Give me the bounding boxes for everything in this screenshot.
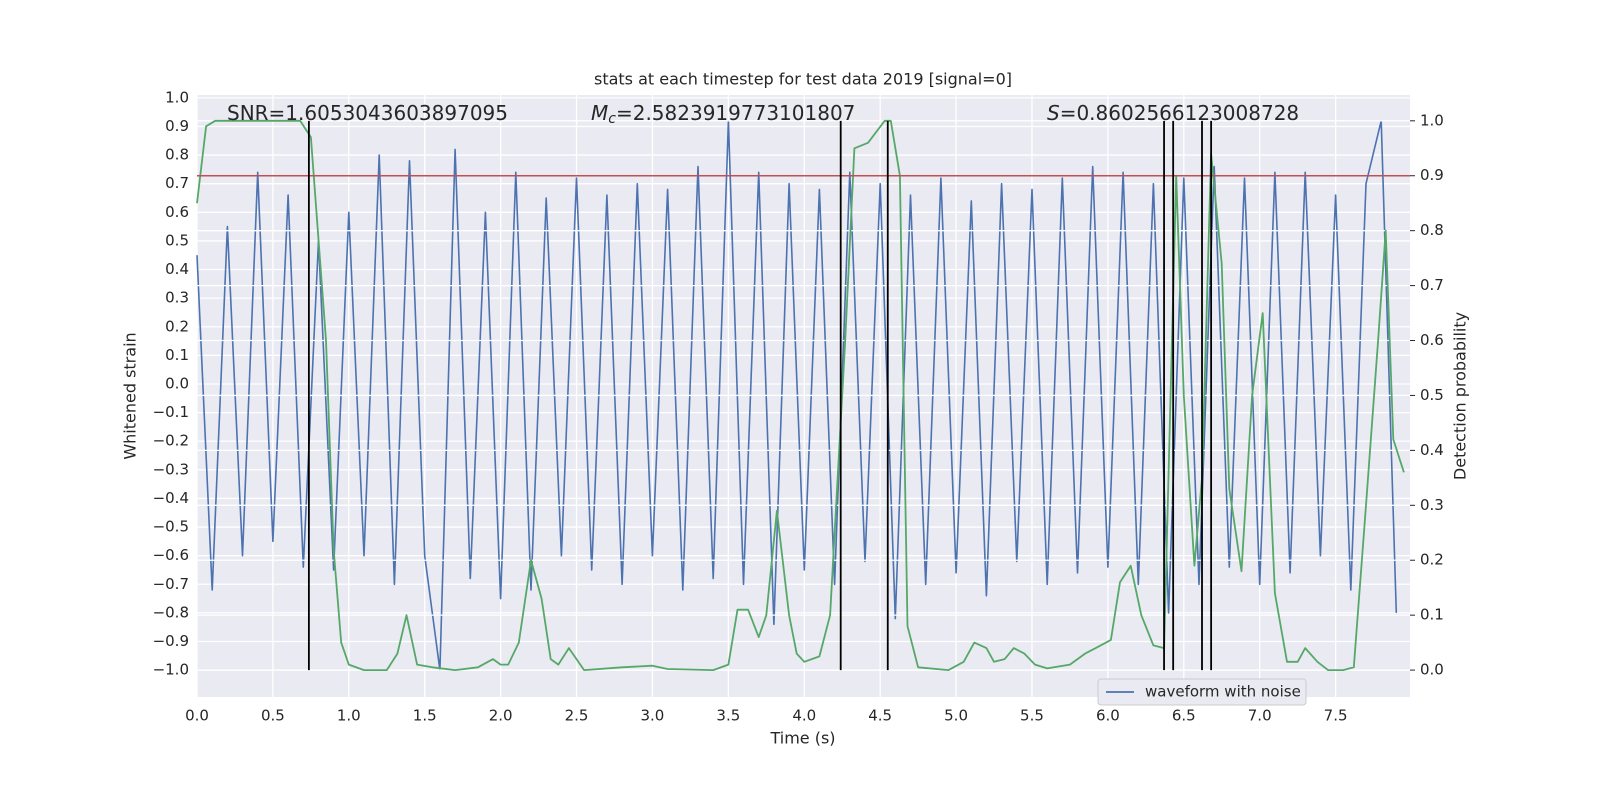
y-tick-label: −0.4	[153, 489, 189, 507]
y-tick-label: 0.6	[165, 203, 189, 221]
y2-tick-label: 0.0	[1420, 661, 1444, 679]
x-tick-label: 6.5	[1172, 707, 1196, 725]
x-tick-label: 5.0	[944, 707, 968, 725]
y2-tick-label: 0.5	[1420, 386, 1444, 404]
x-axis-label: Time (s)	[769, 729, 835, 748]
y-tick-label: 0.8	[165, 146, 189, 164]
annotation-symbol: S	[1047, 101, 1060, 125]
x-tick-label: 7.0	[1248, 707, 1272, 725]
y2-tick-label: 0.7	[1420, 276, 1444, 294]
y-tick-label: −0.5	[153, 518, 189, 536]
x-tick-label: 2.0	[489, 707, 513, 725]
y2-tick-label: 0.1	[1420, 606, 1444, 624]
y-tick-label: 0.9	[165, 117, 189, 135]
y2-tick-label: 0.4	[1420, 441, 1444, 459]
x-tick-label: 3.0	[641, 707, 665, 725]
series-line	[196, 120, 1398, 671]
legend-box	[1097, 678, 1307, 706]
x-tick-label: 0.5	[261, 707, 285, 725]
annotation: SNR=1.6053043603897095	[227, 101, 508, 125]
y-tick-label: −0.9	[153, 632, 189, 650]
annotation-text: =2.5823919773101807	[616, 101, 855, 125]
y-tick-label: 0.3	[165, 289, 189, 307]
y-tick-label: −0.7	[153, 575, 189, 593]
y-tick-label: 0.0	[165, 374, 189, 392]
x-tick-label: 4.0	[792, 707, 816, 725]
y-tick-label: 0.4	[165, 260, 189, 278]
annotation: S=0.8602566123008728	[1047, 101, 1299, 125]
y-tick-label: −1.0	[153, 661, 189, 679]
x-tick-label: 1.0	[337, 707, 361, 725]
chart-title: stats at each timestep for test data 201…	[594, 70, 1012, 89]
y-tick-label: −0.8	[153, 603, 189, 621]
x-tick-label: 1.5	[413, 707, 437, 725]
y2-tick-label: 0.8	[1420, 221, 1444, 239]
annotation: Mc=2.5823919773101807	[591, 101, 855, 128]
y2-tick-label: 0.6	[1420, 331, 1444, 349]
y-tick-label: 1.0	[165, 88, 189, 106]
y2-axis-label: Detection probability	[1451, 312, 1470, 480]
y-tick-label: −0.1	[153, 403, 189, 421]
legend-label: waveform with noise	[1145, 683, 1301, 701]
y-tick-label: 0.1	[165, 346, 189, 364]
y-axis-label: Whitened strain	[121, 332, 140, 459]
y2-tick-label: 0.2	[1420, 551, 1444, 569]
y2-tick-label: 0.9	[1420, 166, 1444, 184]
y-tick-label: −0.6	[153, 546, 189, 564]
x-tick-label: 0.0	[185, 707, 209, 725]
x-tick-label: 4.5	[868, 707, 892, 725]
annotation-subscript: c	[608, 111, 616, 127]
y-tick-label: −0.3	[153, 460, 189, 478]
annotation-text: SNR=1.6053043603897095	[227, 101, 508, 125]
y2-tick-label: 1.0	[1420, 111, 1444, 129]
x-tick-label: 3.5	[716, 707, 740, 725]
y-tick-label: 0.7	[165, 174, 189, 192]
annotation-text: =0.8602566123008728	[1060, 101, 1299, 125]
series-line	[196, 119, 1405, 671]
x-tick-label: 7.5	[1324, 707, 1348, 725]
y-tick-label: 0.2	[165, 317, 189, 335]
y-tick-label: 0.5	[165, 231, 189, 249]
x-tick-label: 6.0	[1096, 707, 1120, 725]
y-tick-label: −0.2	[153, 432, 189, 450]
y2-tick-label: 0.3	[1420, 496, 1444, 514]
annotation-symbol: M	[591, 101, 608, 125]
x-tick-label: 5.5	[1020, 707, 1044, 725]
x-tick-label: 2.5	[565, 707, 589, 725]
